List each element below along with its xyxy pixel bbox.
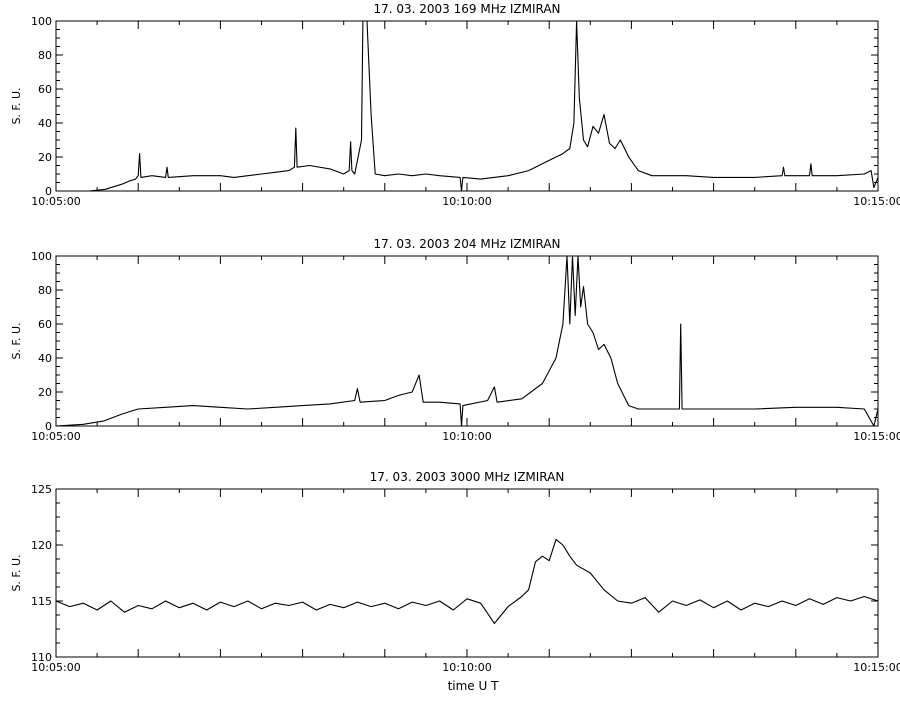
y-tick-label: 100 <box>31 250 52 263</box>
series-line <box>55 538 879 624</box>
y-tick-label: 80 <box>38 49 52 62</box>
y-tick-label: 120 <box>31 539 52 552</box>
x-tick-label: 10:15:00 <box>853 661 900 674</box>
y-tick-label: 110 <box>31 651 52 664</box>
y-axis-label: S. F. U. <box>10 87 23 124</box>
chart-title: 17. 03. 2003 169 MHz IZMIRAN <box>373 2 560 16</box>
chart-panel: 17. 03. 2003 169 MHz IZMIRAN S. F. U. 0 20 4… <box>10 2 900 208</box>
y-tick-label: 0 <box>45 185 52 198</box>
chart-panel: 17. 03. 2003 204 MHz IZMIRAN S. F. U. 0 20 4… <box>10 237 900 443</box>
chart-title: 17. 03. 2003 204 MHz IZMIRAN <box>373 237 560 251</box>
y-tick-label: 125 <box>31 483 52 496</box>
y-tick-label: 0 <box>45 420 52 433</box>
plot-frame <box>55 255 879 427</box>
x-axis-title: time U T <box>448 679 500 693</box>
y-tick-label: 40 <box>38 352 52 365</box>
y-tick-label: 20 <box>38 151 52 164</box>
x-tick-label: 10:05:00 <box>31 661 80 674</box>
y-tick-label: 60 <box>38 318 52 331</box>
series-line <box>56 20 879 192</box>
y-tick-label: 40 <box>38 117 52 130</box>
plot-frame <box>55 20 879 192</box>
x-tick-label: 10:10:00 <box>442 195 491 208</box>
y-tick-label: 100 <box>31 15 52 28</box>
x-tick-label: 10:10:00 <box>442 430 491 443</box>
plot-frame <box>55 488 879 658</box>
chart-panel: 17. 03. 2003 3000 MHz IZMIRAN S. F. U. 110… <box>10 470 900 674</box>
x-tick-label: 10:05:00 <box>31 430 80 443</box>
y-axis-label: S. F. U. <box>10 554 23 591</box>
x-tick-label: 10:15:00 <box>853 195 900 208</box>
series-line <box>55 255 879 427</box>
x-tick-label: 10:10:00 <box>442 661 491 674</box>
chart-title: 17. 03. 2003 3000 MHz IZMIRAN <box>370 470 565 484</box>
y-tick-label: 80 <box>38 284 52 297</box>
y-axis-label: S. F. U. <box>10 322 23 359</box>
y-tick-label: 20 <box>38 386 52 399</box>
y-tick-label: 115 <box>31 595 52 608</box>
x-tick-label: 10:05:00 <box>31 195 80 208</box>
x-tick-label: 10:15:00 <box>853 430 900 443</box>
y-tick-label: 60 <box>38 83 52 96</box>
